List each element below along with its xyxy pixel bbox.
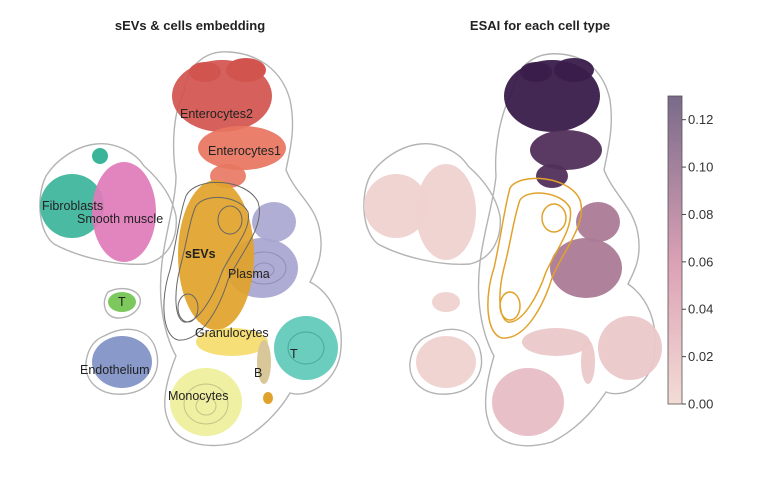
cluster-smooth-muscle xyxy=(92,162,156,262)
label-endothelium: Endothelium xyxy=(80,363,150,377)
right-seVs-contours xyxy=(487,177,583,339)
colorbar-tick-label: 0.10 xyxy=(688,160,713,175)
right-panel-title: ESAI for each cell type xyxy=(470,18,610,33)
cluster-t-small xyxy=(108,292,136,312)
cluster-seVs xyxy=(178,180,254,330)
cluster-enterocytes2 xyxy=(172,58,272,132)
outline-main-right xyxy=(477,53,657,447)
cluster-monocytes xyxy=(170,368,242,436)
esai-point-group xyxy=(520,62,552,82)
colorbar-tick-label: 0.00 xyxy=(688,397,713,412)
cluster-b xyxy=(257,340,273,404)
esai-point-group xyxy=(576,202,620,242)
esai-cluster-endothelium xyxy=(416,336,476,388)
esai-point-group xyxy=(432,292,460,312)
colorbar-tick-label: 0.02 xyxy=(688,349,713,364)
esai-point-group xyxy=(554,58,594,82)
colorbar: 0.00 0.02 0.04 0.06 0.08 0.10 0.12 xyxy=(667,95,713,412)
esai-cluster-fibroblasts xyxy=(364,174,428,238)
label-t-small: T xyxy=(118,295,126,309)
label-b: B xyxy=(254,366,262,380)
esai-cluster-plasma xyxy=(550,202,622,298)
cluster-fibroblasts xyxy=(40,148,108,238)
label-fibroblasts: Fibroblasts xyxy=(42,199,103,213)
label-monocytes: Monocytes xyxy=(168,389,228,403)
colorbar-tick-label: 0.06 xyxy=(688,254,713,269)
esai-point-group xyxy=(522,328,590,356)
outline-endothelium xyxy=(85,328,159,395)
left-panel-title: sEVs & cells embedding xyxy=(115,18,265,33)
label-enterocytes2: Enterocytes2 xyxy=(180,107,253,121)
esai-cluster-t xyxy=(598,316,662,380)
esai-point-group xyxy=(416,336,476,388)
colorbar-gradient xyxy=(667,95,683,405)
esai-cluster-monocytes xyxy=(492,368,564,436)
esai-cluster-b xyxy=(581,340,595,384)
outline-fibroblast xyxy=(39,143,177,266)
seVs-density-contours xyxy=(163,182,260,341)
esai-point-group xyxy=(492,368,564,436)
cluster-t-large xyxy=(274,316,338,380)
label-smooth-muscle: Smooth muscle xyxy=(77,212,163,226)
cluster-endothelium xyxy=(92,336,152,388)
esai-cluster-t xyxy=(432,292,460,312)
label-granulocytes: Granulocytes xyxy=(195,326,269,340)
left-panel: sEVs & cells embedding xyxy=(39,18,342,447)
label-plasma: Plasma xyxy=(228,267,270,281)
esai-point-group xyxy=(598,316,662,380)
esai-point-group xyxy=(416,164,476,260)
cluster-granulocytes xyxy=(196,328,268,356)
colorbar-tick-label: 0.12 xyxy=(688,112,713,127)
right-panel: ESAI for each cell type 0.00 0.02 0.04 0.06… xyxy=(363,18,713,447)
left-outline xyxy=(39,51,342,447)
esai-point-group xyxy=(581,340,595,384)
label-seVs: sEVs xyxy=(185,247,216,261)
colorbar-tick-label: 0.04 xyxy=(688,302,713,317)
esai-cluster-granulocytes xyxy=(522,328,590,356)
esai-cluster-smooth-muscle xyxy=(416,164,476,260)
esai-point-group xyxy=(530,130,602,170)
outline-main xyxy=(159,51,342,447)
outline-endothelium-right xyxy=(409,328,483,395)
esai-cluster-enterocytes2 xyxy=(504,58,600,132)
esai-point-group xyxy=(364,174,428,238)
label-enterocytes1: Enterocytes1 xyxy=(208,144,281,158)
label-t-large: T xyxy=(290,347,298,361)
outline-fibroblast-right xyxy=(363,143,501,266)
esai-points xyxy=(364,58,662,436)
outline-t-small xyxy=(103,287,141,319)
colorbar-ticks: 0.00 0.02 0.04 0.06 0.08 0.10 0.12 xyxy=(682,112,713,412)
esai-point-group xyxy=(550,238,622,298)
right-outline xyxy=(363,53,657,447)
colorbar-tick-label: 0.08 xyxy=(688,207,713,222)
